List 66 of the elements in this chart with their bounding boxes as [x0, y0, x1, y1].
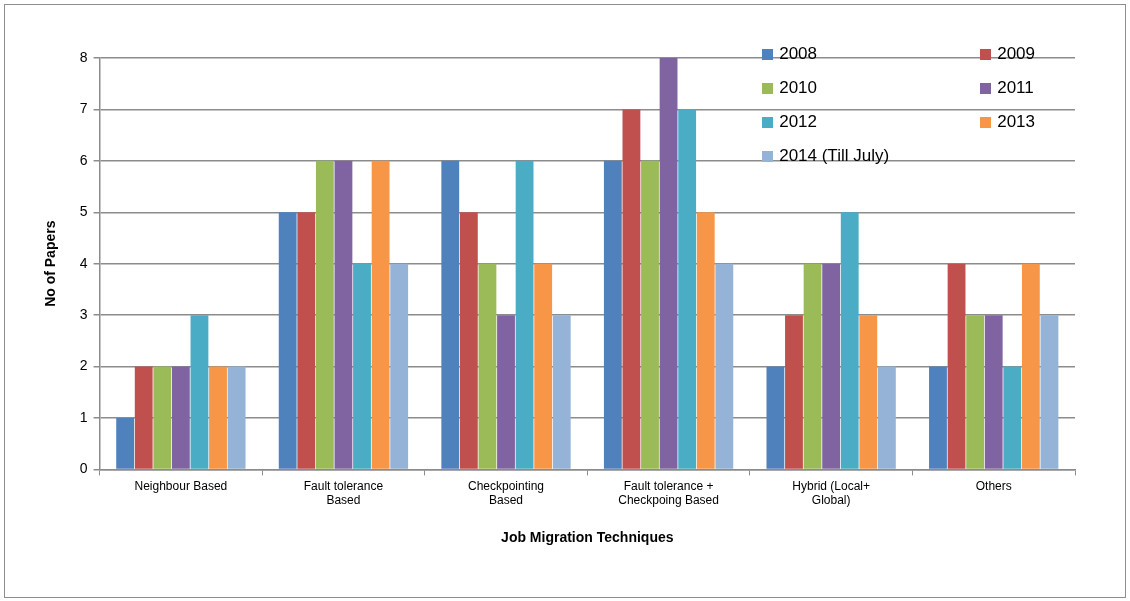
- bar: [297, 212, 316, 469]
- bar: [947, 263, 966, 469]
- x-tick-label: Hybrid (Local+ Global): [792, 478, 870, 508]
- legend-label: 2013: [997, 112, 1035, 132]
- x-tick-label: Neighbour Based: [134, 478, 228, 493]
- bar: [552, 315, 571, 469]
- legend-label: 2012: [779, 112, 817, 132]
- y-axis-title: No of Papers: [42, 220, 59, 307]
- bar: [209, 366, 227, 469]
- bar: [534, 263, 553, 469]
- bar: [278, 212, 297, 469]
- bar: [190, 315, 209, 469]
- bar: [822, 263, 841, 469]
- bar: [859, 315, 878, 469]
- legend-label: 2008: [779, 44, 817, 64]
- y-tick-label: 7: [79, 100, 88, 117]
- bar: [116, 417, 135, 469]
- y-tick-label: 1: [79, 408, 88, 425]
- x-tick-label: Fault tolerance Based: [303, 478, 384, 508]
- bar: [153, 366, 172, 469]
- bar: [766, 366, 785, 469]
- bar: [353, 263, 371, 469]
- bar: [1021, 263, 1040, 469]
- bar: [334, 160, 353, 469]
- y-tick-label: 8: [79, 48, 88, 65]
- y-tick-label: 6: [79, 151, 88, 168]
- bar: [227, 366, 246, 469]
- x-tick-label: Fault tolerance + Checkpoing Based: [618, 478, 719, 508]
- bar: [929, 366, 947, 469]
- bar: [622, 109, 641, 469]
- bar: [497, 315, 515, 469]
- bar: [678, 109, 697, 469]
- bar: [877, 366, 896, 469]
- bar: [315, 160, 334, 469]
- bar: [459, 212, 478, 469]
- bar: [134, 366, 153, 469]
- legend-label: 2011: [997, 78, 1034, 98]
- bar: [371, 160, 390, 469]
- bar: [390, 263, 409, 469]
- bar: [966, 315, 985, 469]
- bar: [641, 160, 659, 469]
- legend-label: 2014 (Till July): [779, 146, 890, 166]
- bar: [984, 315, 1003, 469]
- bar: [696, 212, 715, 469]
- bar: [478, 263, 497, 469]
- x-tick-label: Others: [975, 478, 1012, 493]
- x-tick-label: Checkpointing Based: [467, 478, 545, 508]
- bar: [603, 160, 622, 469]
- bar: [441, 160, 460, 469]
- bar: [1040, 315, 1059, 469]
- bar: [803, 263, 822, 469]
- y-tick-label: 2: [79, 357, 88, 374]
- y-tick-label: 3: [79, 305, 88, 322]
- bar: [659, 58, 678, 469]
- bar: [1003, 366, 1022, 469]
- bar: [171, 366, 190, 469]
- y-tick-label: 0: [79, 460, 88, 477]
- y-tick-label: 4: [79, 254, 88, 271]
- bar: [715, 263, 734, 469]
- legend-label: 2010: [779, 78, 817, 98]
- bar: [840, 212, 859, 469]
- bar: [515, 160, 534, 469]
- legend-label: 2009: [997, 44, 1035, 64]
- x-axis-title: Job Migration Techniques: [501, 529, 674, 546]
- bar: [785, 315, 803, 469]
- y-tick-label: 5: [79, 203, 88, 220]
